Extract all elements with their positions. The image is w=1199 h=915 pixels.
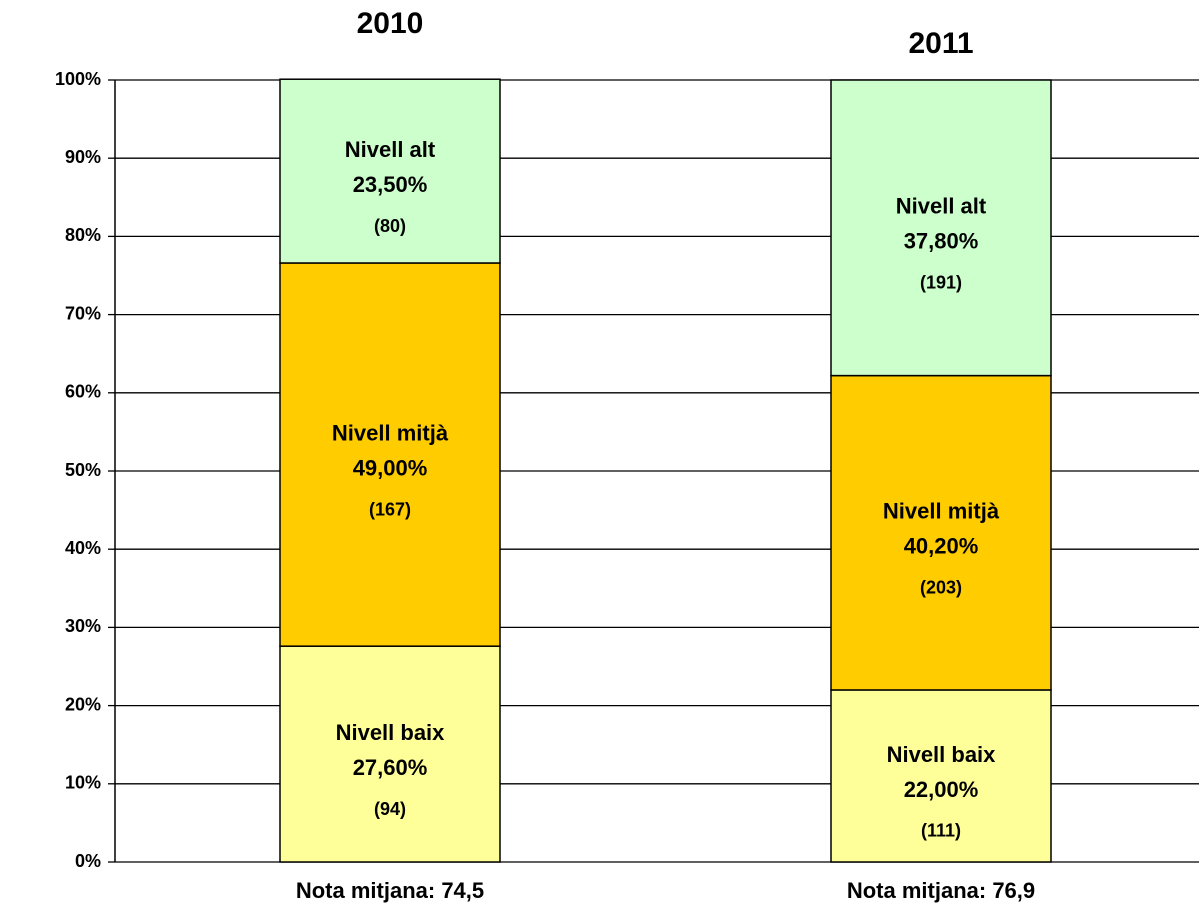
bar-segment xyxy=(279,262,501,647)
value-label: 27,60% xyxy=(353,755,428,780)
segment-name: Nivell mitjà xyxy=(332,420,449,445)
segment-name: Nivell baix xyxy=(336,720,446,745)
count-label: (94) xyxy=(374,799,406,819)
count-label: (203) xyxy=(920,578,962,598)
y-tick-label: 10% xyxy=(65,773,101,793)
y-tick-label: 70% xyxy=(65,303,101,323)
note-label: Nota mitjana: 76,9 xyxy=(847,878,1035,903)
segment-name: Nivell alt xyxy=(896,194,987,219)
bar-segment xyxy=(830,79,1052,377)
count-label: (80) xyxy=(374,216,406,236)
y-tick-label: 50% xyxy=(65,460,101,480)
segment-name: Nivell mitjà xyxy=(883,499,1000,524)
y-tick-label: 30% xyxy=(65,616,101,636)
note-label: Nota mitjana: 74,5 xyxy=(296,878,484,903)
y-tick-label: 80% xyxy=(65,225,101,245)
segment-name: Nivell alt xyxy=(345,137,436,162)
category-label: 2011 xyxy=(908,27,973,60)
count-label: (111) xyxy=(921,821,961,841)
value-label: 49,00% xyxy=(353,455,428,480)
bar-segment xyxy=(279,78,501,264)
value-label: 40,20% xyxy=(904,534,979,559)
y-tick-label: 40% xyxy=(65,538,101,558)
y-tick-label: 60% xyxy=(65,382,101,402)
category-label: 2010 xyxy=(357,7,424,40)
bar-segment xyxy=(279,645,501,863)
value-label: 23,50% xyxy=(353,172,428,197)
count-label: (167) xyxy=(369,499,411,519)
y-tick-label: 100% xyxy=(55,69,101,89)
y-tick-label: 90% xyxy=(65,147,101,167)
y-tick-label: 20% xyxy=(65,694,101,714)
value-label: 37,80% xyxy=(904,229,979,254)
bar-segment xyxy=(830,374,1052,691)
segment-name: Nivell baix xyxy=(887,742,997,767)
value-label: 22,00% xyxy=(904,777,979,802)
count-label: (191) xyxy=(920,273,962,293)
y-tick-label: 0% xyxy=(75,851,101,871)
bar-segment xyxy=(830,689,1052,863)
